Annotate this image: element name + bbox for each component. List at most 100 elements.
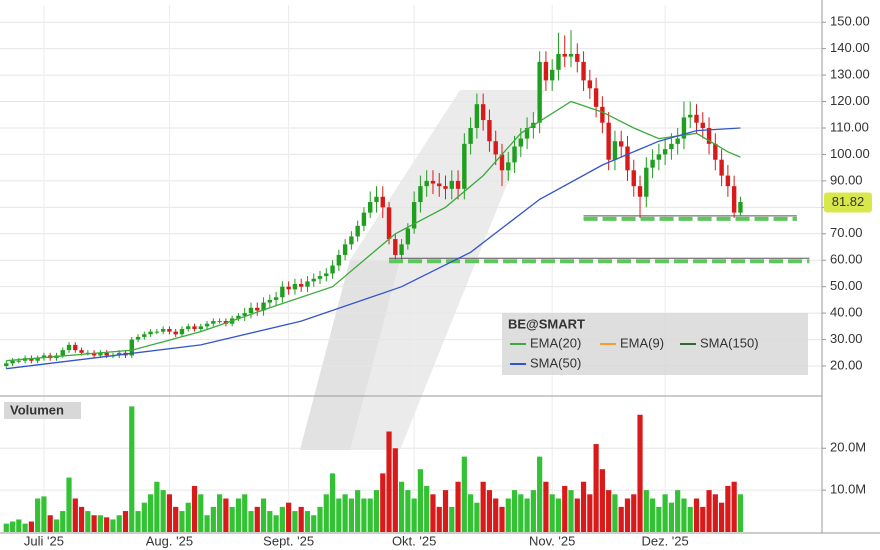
x-tick-label: Nov. '25 [529, 533, 575, 548]
volume-bar [248, 511, 254, 532]
volume-bar [342, 494, 348, 532]
candle-body [575, 53, 580, 62]
legend-box [502, 313, 808, 375]
volume-bar [355, 490, 361, 532]
candle-body [706, 127, 712, 144]
volume-bar [104, 517, 110, 532]
volume-tick-label: 20.0M [830, 440, 866, 455]
volume-bar [568, 490, 574, 532]
candle-body [455, 180, 461, 189]
volume-bar [675, 490, 681, 532]
y-tick-label: 110.00 [830, 119, 869, 134]
volume-bar [9, 521, 16, 532]
volume-bar [223, 498, 229, 532]
y-tick-label: 120.00 [830, 93, 870, 108]
volume-bar [424, 485, 430, 532]
candle-body [462, 143, 467, 189]
volume-bar [229, 506, 235, 532]
candle-body [368, 202, 373, 213]
candle-body [73, 344, 78, 351]
candle-body [41, 355, 47, 359]
y-tick-label: 50.00 [830, 278, 863, 293]
candle-body [562, 53, 567, 57]
candle-body [374, 196, 379, 203]
volume-bar [317, 506, 323, 532]
candle-body [518, 138, 524, 147]
candle-body [380, 196, 385, 208]
candle-body [160, 328, 166, 332]
candle-body [487, 120, 492, 142]
volume-bar [700, 506, 706, 532]
y-tick-label: 60.00 [830, 252, 863, 267]
last-price-box [824, 192, 872, 213]
candle-body [60, 350, 65, 356]
volume-bar [398, 481, 405, 532]
volume-bar [505, 498, 511, 532]
legend-label: SMA(150) [700, 335, 759, 350]
candle-body [713, 143, 718, 160]
volume-bar [449, 506, 455, 532]
volume-bar [731, 481, 737, 532]
volume-bar [210, 506, 216, 532]
volume-bar [3, 523, 9, 532]
candle-body [725, 175, 731, 187]
candle-body [468, 127, 473, 144]
volume-bar [273, 515, 279, 532]
volume-bar [204, 515, 210, 532]
candle-body [355, 225, 360, 237]
volume-bar [511, 490, 518, 532]
candle-body [524, 127, 530, 139]
candle-body [449, 180, 454, 189]
volume-bar [386, 431, 392, 532]
volume-bar [580, 481, 587, 532]
candle-body [593, 88, 599, 107]
volume-bar [442, 490, 449, 532]
candle-body [280, 286, 285, 298]
candle-body [273, 297, 279, 300]
candle-body [719, 159, 724, 176]
volume-bar [154, 481, 160, 532]
volume-label: Volumen [10, 402, 64, 417]
volume-bar [499, 506, 505, 532]
volume-bar [198, 494, 204, 532]
volume-bar [380, 473, 386, 532]
volume-bar [179, 511, 185, 532]
volume-bar [643, 490, 649, 532]
volume-bar [681, 498, 687, 532]
x-tick-label: Okt. '25 [392, 533, 436, 548]
candle-body [612, 141, 618, 160]
candle-body [399, 244, 404, 255]
volume-bar [66, 477, 72, 532]
volume-bar [242, 494, 248, 532]
volume-bar [405, 490, 411, 532]
candle-body [129, 339, 134, 356]
candle-body [537, 61, 542, 123]
candle-body [493, 141, 498, 155]
candle-body [556, 53, 561, 70]
candle-body [644, 167, 649, 197]
volume-bar [97, 515, 103, 532]
candle-body [198, 326, 203, 329]
volume-bar [348, 498, 354, 532]
volume-bar [311, 515, 317, 532]
volume-bar [267, 511, 273, 532]
candle-body [543, 61, 549, 81]
candle-body [625, 146, 630, 171]
volume-bar [417, 469, 424, 532]
y-tick-label: 30.00 [830, 331, 863, 346]
candle-body [104, 352, 109, 356]
volume-bar [706, 490, 712, 532]
volume-bar [392, 448, 398, 532]
candle-body [154, 331, 160, 333]
candle-body [443, 186, 448, 189]
x-tick-label: Dez. '25 [641, 533, 688, 548]
candle-body [286, 286, 291, 290]
volume-bar [549, 494, 555, 532]
volume-bar [85, 511, 91, 532]
volume-bar [336, 498, 342, 532]
candle-body [10, 360, 15, 364]
candle-body [298, 284, 304, 287]
y-tick-label: 100.00 [830, 146, 870, 161]
candle-body [311, 278, 316, 282]
